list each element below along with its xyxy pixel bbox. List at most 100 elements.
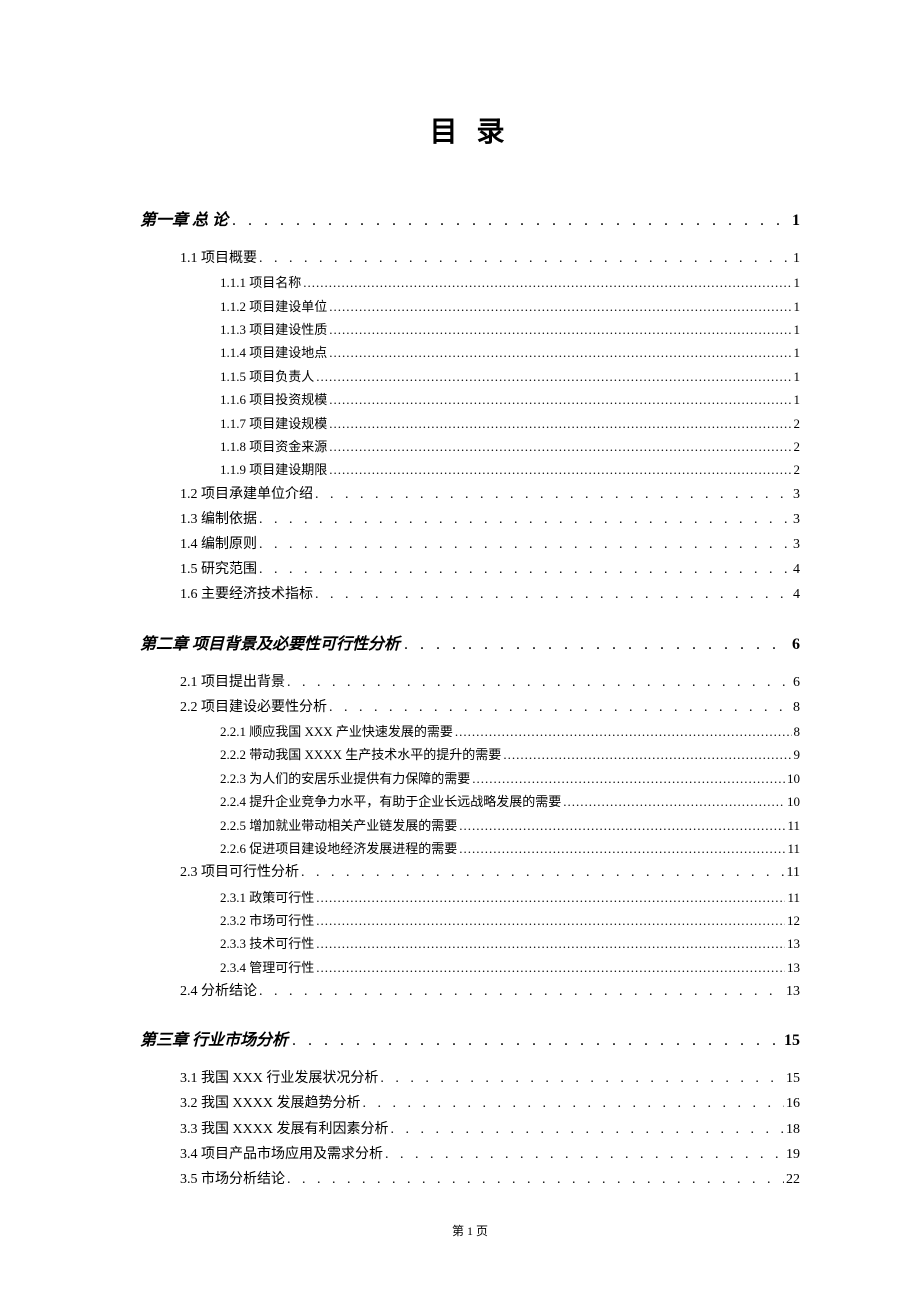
toc-subsection-label: 1.1.7 项目建设规模 [220,412,327,435]
toc-section-label: 2.4 分析结论 [180,979,257,1004]
toc-subsection-page: 2 [794,412,801,435]
toc-subsection-page: 11 [787,886,800,909]
toc-section: 3.2 我国 XXXX 发展趋势分析 . . . . . . . . . . .… [180,1091,800,1116]
toc-subsection: 2.3.2 市场可行性.............................… [220,909,800,932]
toc-leader: ........................................… [563,790,785,813]
toc-subsection-label: 1.1.6 项目投资规模 [220,388,327,411]
toc-leader: . . . . . . . . . . . . . . . . . . . . … [315,482,791,507]
toc-subsection-label: 1.1.8 项目资金来源 [220,435,327,458]
document-page: 目 录 第一章 总 论. . . . . . . . . . . . . . .… [0,0,920,1289]
toc-section-page: 19 [786,1142,800,1167]
toc-subsection-page: 9 [794,743,801,766]
toc-chapter-label: 第一章 总 论 [140,206,228,230]
toc-section-page: 18 [786,1117,800,1142]
toc-leader: ........................................… [329,341,791,364]
toc-leader: . . . . . . . . . . . . . . . . . . . . … [385,1142,784,1167]
table-of-contents: 第一章 总 论. . . . . . . . . . . . . . . . .… [140,206,800,1192]
toc-section: 1.1 项目概要. . . . . . . . . . . . . . . . … [180,246,800,271]
toc-leader: . . . . . . . . . . . . . . . . . . . . … [259,557,791,582]
toc-subsection-page: 1 [794,318,801,341]
toc-section-page: 4 [793,582,800,607]
toc-section-page: 1 [793,246,800,271]
toc-chapter-page: 15 [784,1032,800,1050]
toc-section-page: 11 [787,860,800,885]
toc-section: 3.1 我国 XXX 行业发展状况分析. . . . . . . . . . .… [180,1066,800,1091]
toc-section: 1.5 研究范围. . . . . . . . . . . . . . . . … [180,557,800,582]
toc-section: 2.2 项目建设必要性分析. . . . . . . . . . . . . .… [180,695,800,720]
toc-subsection-label: 2.2.2 带动我国 XXXX 生产技术水平的提升的需要 [220,743,501,766]
toc-section-label: 3.4 项目产品市场应用及需求分析 [180,1142,383,1167]
toc-chapter-page: 1 [792,212,800,230]
toc-leader: ........................................… [459,837,785,860]
toc-leader: ........................................… [329,318,791,341]
toc-section-page: 16 [786,1091,800,1116]
toc-subsection-page: 13 [787,932,800,955]
toc-subsection: 2.3.4 管理可行性.............................… [220,956,800,979]
toc-section-label: 3.5 市场分析结论 [180,1167,285,1192]
toc-section-page: 8 [793,695,800,720]
toc-section-label: 1.6 主要经济技术指标 [180,582,313,607]
toc-subsection: 1.1.7 项目建设规模............................… [220,412,800,435]
toc-section: 3.5 市场分析结论. . . . . . . . . . . . . . . … [180,1167,800,1192]
toc-leader: . . . . . . . . . . . . . . . . . . . . … [232,212,788,230]
toc-section-label: 3.3 我国 XXXX 发展有利因素分析 [180,1117,388,1142]
toc-subsection-label: 2.3.1 政策可行性 [220,886,314,909]
toc-subsection-label: 2.2.4 提升企业竞争力水平，有助于企业长远战略发展的需要 [220,790,561,813]
toc-subsection: 2.2.6 促进项目建设地经济发展进程的需要..................… [220,837,800,860]
toc-subsection-page: 2 [794,458,801,481]
toc-chapter: 第三章 行业市场分析. . . . . . . . . . . . . . . … [140,1026,800,1050]
toc-subsection: 2.2.4 提升企业竞争力水平，有助于企业长远战略发展的需要..........… [220,790,800,813]
toc-leader: . . . . . . . . . . . . . . . . . . . . … [259,979,784,1004]
toc-leader: ........................................… [503,743,791,766]
toc-subsection-page: 13 [787,956,800,979]
toc-subsection: 1.1.5 项目负责人.............................… [220,365,800,388]
toc-leader: . . . . . . . . . . . . . . . . . . . . … [287,1167,784,1192]
toc-chapter: 第二章 项目背景及必要性可行性分析. . . . . . . . . . . .… [140,630,800,654]
toc-section-label: 1.4 编制原则 [180,532,257,557]
toc-leader: . . . . . . . . . . . . . . . . . . . . … [292,1032,780,1050]
toc-leader: . . . . . . . . . . . . . . . . . . . . … [380,1066,784,1091]
toc-section-label: 1.1 项目概要 [180,246,257,271]
toc-subsection: 2.2.2 带动我国 XXXX 生产技术水平的提升的需要............… [220,743,800,766]
toc-section-label: 1.2 项目承建单位介绍 [180,482,313,507]
toc-section-page: 13 [786,979,800,1004]
toc-leader: ........................................… [316,909,785,932]
toc-subsection: 2.2.1 顺应我国 XXX 产业快速发展的需要................… [220,720,800,743]
toc-section: 1.2 项目承建单位介绍. . . . . . . . . . . . . . … [180,482,800,507]
toc-leader: ........................................… [459,814,785,837]
toc-section-label: 3.1 我国 XXX 行业发展状况分析 [180,1066,378,1091]
toc-subsection-page: 11 [787,814,800,837]
toc-subsection-page: 1 [794,388,801,411]
toc-section-page: 4 [793,557,800,582]
toc-subsection-label: 1.1.2 项目建设单位 [220,295,327,318]
toc-leader: ........................................… [329,295,791,318]
toc-section-label: 1.5 研究范围 [180,557,257,582]
toc-subsection: 1.1.6 项目投资规模............................… [220,388,800,411]
toc-leader: ........................................… [455,720,792,743]
toc-subsection-label: 2.2.6 促进项目建设地经济发展进程的需要 [220,837,457,860]
toc-leader: ........................................… [316,956,785,979]
toc-leader: ........................................… [329,388,791,411]
toc-chapter-page: 6 [792,636,800,654]
toc-subsection-label: 2.2.3 为人们的安居乐业提供有力保障的需要 [220,767,470,790]
toc-subsection-page: 11 [787,837,800,860]
toc-subsection-label: 2.2.5 增加就业带动相关产业链发展的需要 [220,814,457,837]
toc-subsection-page: 10 [787,790,800,813]
toc-section-label: 2.2 项目建设必要性分析 [180,695,327,720]
toc-section-page: 22 [786,1167,800,1192]
toc-leader: . . . . . . . . . . . . . . . . . . . . … [329,695,791,720]
toc-chapter: 第一章 总 论. . . . . . . . . . . . . . . . .… [140,206,800,230]
toc-subsection: 1.1.8 项目资金来源............................… [220,435,800,458]
toc-subsection-label: 1.1.5 项目负责人 [220,365,314,388]
toc-leader: ........................................… [316,886,785,909]
toc-subsection-page: 2 [794,435,801,458]
toc-section-label: 2.1 项目提出背景 [180,670,285,695]
toc-leader: ........................................… [329,412,791,435]
toc-section: 2.4 分析结论. . . . . . . . . . . . . . . . … [180,979,800,1004]
toc-section-page: 3 [793,532,800,557]
toc-leader: ........................................… [316,365,791,388]
toc-subsection-page: 10 [787,767,800,790]
toc-subsection: 2.2.3 为人们的安居乐业提供有力保障的需要.................… [220,767,800,790]
toc-subsection-page: 1 [794,271,801,294]
toc-leader: . . . . . . . . . . . . . . . . . . . . … [390,1117,784,1142]
